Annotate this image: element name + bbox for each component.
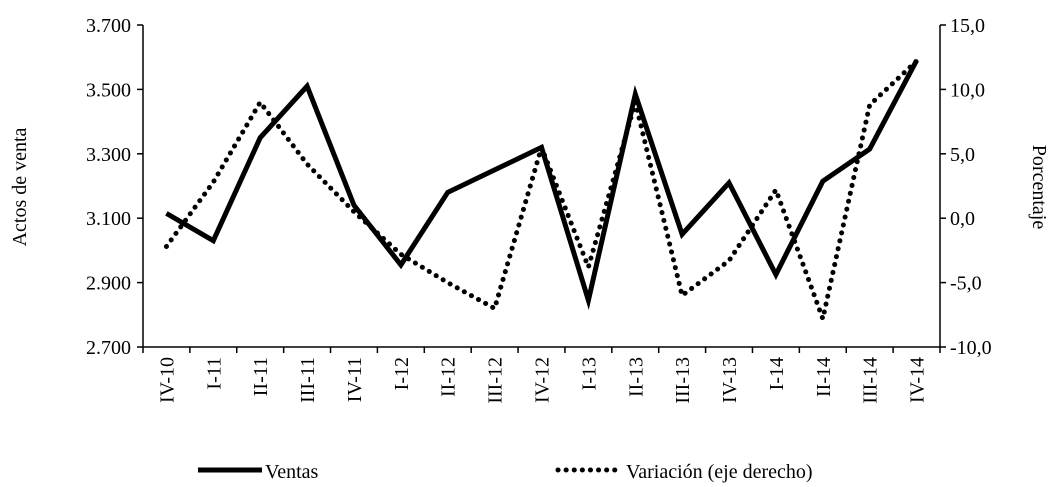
x-tick-label: IV-11 <box>344 357 366 402</box>
y-tick-label: 3.100 <box>86 208 131 230</box>
series-line-variacion <box>163 58 920 322</box>
x-tick-label: III-13 <box>672 357 694 404</box>
x-tick-label: IV-14 <box>907 357 929 403</box>
x-tick-label: IV-13 <box>719 357 741 403</box>
x-tick-label: II-11 <box>250 357 272 396</box>
y2-axis-title: Porcentaje <box>1028 145 1050 230</box>
y-tick-label: 2.900 <box>86 273 131 295</box>
y-tick-label: 3.300 <box>86 144 131 166</box>
legend-label-variacion: Variación (eje derecho) <box>626 461 813 483</box>
x-tick-label: I-11 <box>203 357 225 390</box>
chart-series <box>163 58 920 322</box>
y2-tick-label: 10,0 <box>950 79 985 101</box>
legend: Ventas Variación (eje derecho) <box>198 461 813 483</box>
x-tick-label: II-13 <box>625 357 647 397</box>
x-tick-label: II-14 <box>813 357 835 397</box>
x-tick-label: III-11 <box>297 357 319 403</box>
y2-tick-label: 5,0 <box>950 144 975 166</box>
y2-tick-label: -10,0 <box>950 337 992 359</box>
y-tick-label: 2.700 <box>86 337 131 359</box>
chart-axes <box>137 24 946 353</box>
x-tick-label: I-14 <box>766 357 788 390</box>
x-tick-label: III-12 <box>485 357 507 404</box>
x-tick-label: IV-10 <box>156 357 178 403</box>
y2-tick-label: 15,0 <box>950 15 985 37</box>
x-tick-label: II-12 <box>438 357 460 397</box>
x-tick-label: III-14 <box>860 357 882 404</box>
legend-label-ventas: Ventas <box>265 461 319 483</box>
y2-tick-label: -5,0 <box>950 273 982 295</box>
x-tick-label: I-13 <box>578 357 600 390</box>
y-tick-label: 3.500 <box>86 79 131 101</box>
tick-labels: 2.700 2.900 3.100 3.300 3.500 3.700 -10,0 -5,0 0… <box>86 15 992 404</box>
x-tick-label: IV-12 <box>532 357 554 403</box>
x-tick-label: I-12 <box>391 357 413 390</box>
y-axis-title: Actos de venta <box>9 127 31 246</box>
y2-tick-label: 0,0 <box>950 208 975 230</box>
y-tick-label: 3.700 <box>86 15 131 37</box>
